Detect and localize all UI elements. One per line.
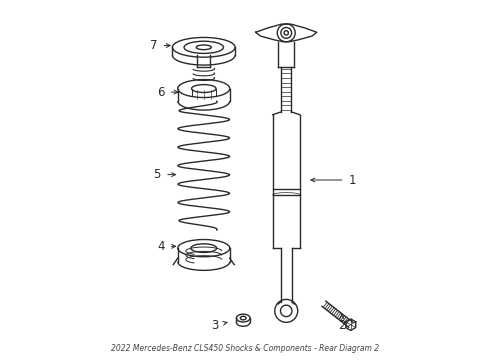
Text: 6: 6: [157, 86, 165, 99]
Text: 2: 2: [338, 319, 345, 332]
Text: 1: 1: [349, 174, 356, 186]
Text: 4: 4: [157, 240, 165, 253]
Text: 5: 5: [153, 168, 161, 181]
Text: 7: 7: [150, 39, 157, 52]
Text: 3: 3: [211, 319, 218, 332]
Text: 2022 Mercedes-Benz CLS450 Shocks & Components - Rear Diagram 2: 2022 Mercedes-Benz CLS450 Shocks & Compo…: [111, 344, 379, 353]
